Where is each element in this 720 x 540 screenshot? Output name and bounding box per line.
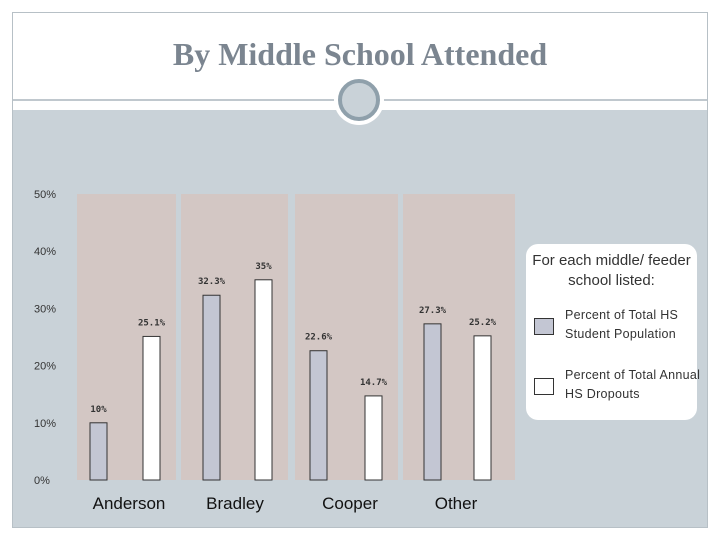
data-label: 27.3% bbox=[419, 306, 447, 316]
x-category-label: Other bbox=[435, 494, 478, 513]
bar-population-other bbox=[423, 323, 442, 481]
data-label: 14.7% bbox=[360, 378, 388, 388]
data-label: 25.2% bbox=[469, 318, 497, 328]
bar-dropouts-bradley bbox=[254, 279, 273, 481]
legend: For each middle/ feeder school listed: P… bbox=[526, 244, 700, 420]
y-tick-label: 0% bbox=[34, 475, 50, 487]
y-tick-label: 20% bbox=[34, 361, 56, 373]
x-category-label: Bradley bbox=[206, 494, 264, 513]
y-tick-label: 30% bbox=[34, 303, 56, 315]
bar-population-cooper bbox=[309, 350, 328, 481]
data-label: 22.6% bbox=[305, 333, 333, 343]
divider-ring-icon bbox=[338, 79, 380, 121]
legend-label-dropouts: Percent of Total Annual HS Dropouts bbox=[565, 368, 701, 401]
bar-population-anderson bbox=[89, 422, 108, 481]
slide-title: By Middle School Attended bbox=[172, 36, 548, 72]
x-category-label: Anderson bbox=[93, 494, 166, 513]
legend-title: For each middle/ feeder school listed: bbox=[532, 252, 691, 289]
x-category-label: Cooper bbox=[322, 494, 378, 513]
category-panel-other bbox=[403, 194, 515, 480]
legend-swatch-dropouts bbox=[534, 378, 554, 395]
bar-dropouts-other bbox=[473, 335, 492, 481]
bar-population-bradley bbox=[202, 294, 221, 481]
data-label: 32.3% bbox=[198, 277, 226, 287]
bar-dropouts-cooper bbox=[364, 395, 383, 481]
y-tick-label: 50% bbox=[34, 189, 56, 201]
y-tick-label: 10% bbox=[34, 418, 56, 430]
data-label: 35% bbox=[255, 262, 272, 272]
data-label: 10% bbox=[90, 405, 107, 415]
bar-dropouts-anderson bbox=[142, 335, 161, 481]
legend-item-population: Percent of Total HS Student Population bbox=[534, 306, 699, 346]
legend-swatch-population bbox=[534, 318, 554, 335]
legend-label-population: Percent of Total HS Student Population bbox=[565, 308, 679, 341]
slide-frame bbox=[12, 12, 708, 528]
y-tick-label: 40% bbox=[34, 246, 56, 258]
legend-item-dropouts: Percent of Total Annual HS Dropouts bbox=[534, 366, 700, 406]
data-label: 25.1% bbox=[138, 318, 166, 328]
